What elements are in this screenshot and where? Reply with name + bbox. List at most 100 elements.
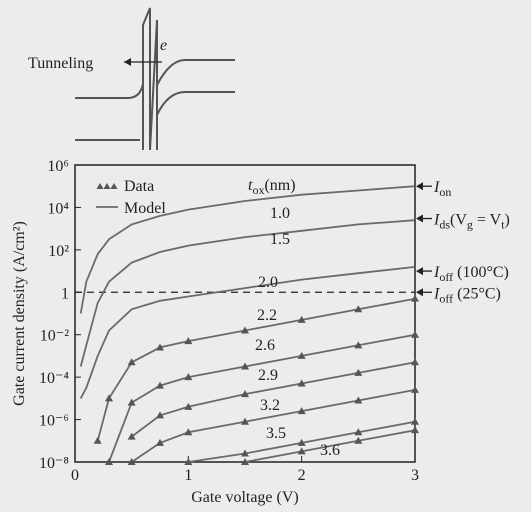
data-point	[241, 458, 249, 465]
data-point	[241, 390, 249, 398]
data-point	[156, 343, 164, 351]
band-line	[156, 91, 235, 116]
data-point	[184, 428, 193, 436]
text-part: (25°C)	[453, 285, 501, 302]
data-point	[105, 458, 113, 465]
x-tick-label: 2	[298, 467, 306, 484]
text-part: t	[248, 177, 253, 194]
model-curve	[79, 219, 416, 367]
curve-label: 2.9	[258, 367, 278, 384]
label: Ids​(Vg​ = Vt​)	[433, 212, 510, 232]
data-point	[127, 458, 136, 465]
label: tox​(nm)	[248, 177, 296, 197]
data-point	[127, 358, 136, 366]
data-point	[411, 385, 419, 393]
data-point	[241, 362, 249, 370]
text-part: (nm)	[264, 177, 295, 194]
data-point	[127, 432, 136, 440]
data-point	[156, 381, 164, 389]
legend-marker	[96, 183, 104, 189]
arrow-head	[416, 182, 423, 191]
data-point	[354, 368, 363, 376]
data-point	[411, 426, 419, 434]
text-part: (V	[450, 212, 467, 229]
subscript: t	[501, 218, 505, 232]
model-curve	[79, 185, 416, 314]
label: Ion​	[433, 179, 451, 199]
y-tick-label: 10⁻⁶	[39, 413, 69, 430]
arrow-head	[416, 214, 423, 223]
subscript: off	[439, 270, 453, 284]
data-point	[354, 428, 363, 436]
subscript: ds	[439, 218, 450, 232]
y-tick-label: 10⁻⁸	[39, 455, 69, 472]
curve-label: 2.6	[255, 337, 275, 354]
data-point	[297, 407, 306, 415]
data-point	[411, 358, 419, 366]
y-axis-title: Gate current density (A/cm²)	[11, 221, 28, 406]
data-point	[411, 417, 419, 425]
y-tick-label: 10⁻²	[40, 328, 69, 345]
text-part: (100°C)	[453, 264, 509, 281]
y-tick-label: 10⁻⁴	[39, 370, 69, 387]
curve-label: 2.0	[258, 274, 278, 291]
inset-diagram	[75, 7, 235, 151]
inset-particle: e	[160, 37, 167, 54]
curve-label: 1.5	[270, 231, 290, 248]
data-point	[184, 402, 193, 410]
data-point	[297, 351, 306, 359]
band-line	[156, 59, 235, 86]
data-point	[297, 379, 306, 387]
model-curve	[108, 333, 416, 463]
y-tick-label: 10⁶	[47, 158, 69, 175]
y-tick-label: 1	[61, 285, 69, 302]
text-part: I	[433, 264, 440, 281]
legend-entry: Data	[124, 178, 154, 195]
legend-marker	[103, 183, 111, 189]
arrow-head	[124, 58, 131, 66]
data-point	[156, 411, 164, 419]
data-point	[354, 305, 363, 313]
data-point	[184, 373, 193, 381]
x-tick-label: 1	[184, 467, 192, 484]
text-part: = V	[473, 212, 502, 229]
data-point	[241, 449, 249, 457]
text-part: )	[505, 212, 510, 229]
subscript: g	[467, 218, 473, 232]
text-part: I	[433, 212, 440, 229]
x-tick-label: 0	[71, 467, 79, 484]
data-point	[241, 326, 249, 334]
data-point	[184, 458, 193, 465]
model-curve	[244, 429, 416, 463]
arrow-head	[416, 267, 423, 276]
label: Ioff​ (25°C)	[433, 285, 501, 305]
data-point	[354, 341, 363, 349]
curve-label: 2.2	[257, 307, 277, 324]
data-point	[241, 417, 249, 425]
legend-marker	[110, 183, 118, 189]
data-point	[297, 447, 306, 455]
data-point	[93, 436, 102, 444]
data-point	[297, 438, 306, 446]
curve-label: 3.6	[320, 442, 340, 459]
data-point	[105, 394, 113, 402]
curve-label: 3.5	[266, 425, 286, 442]
text-part: I	[433, 179, 440, 196]
data-point	[184, 337, 193, 345]
y-tick-label: 10²	[48, 243, 69, 260]
barrier	[149, 19, 158, 151]
curve-label: 3.2	[260, 397, 280, 414]
y-tick-label: 10⁴	[47, 200, 69, 217]
data-point	[127, 398, 136, 406]
x-tick-label: 3	[411, 467, 419, 484]
data-point	[354, 396, 363, 404]
curve-label: 1.0	[270, 205, 290, 222]
label: Ioff​ (100°C)	[433, 264, 509, 284]
legend-entry: Model	[124, 200, 166, 217]
subscript: off	[439, 291, 453, 305]
data-point	[156, 438, 164, 446]
data-point	[297, 315, 306, 323]
subscript: on	[439, 185, 451, 199]
